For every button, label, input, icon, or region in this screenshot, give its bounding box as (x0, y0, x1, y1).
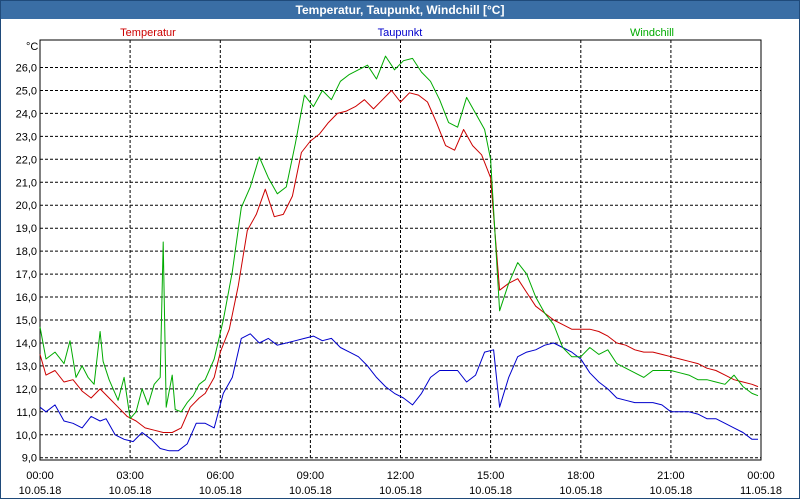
y-tick-label: 16,0 (16, 292, 37, 304)
y-tick-label: 26,0 (16, 63, 37, 75)
grid-lines (40, 40, 761, 460)
x-tick-time: 00:00 (26, 470, 54, 482)
y-tick-label: 12,0 (16, 384, 37, 396)
x-tick-time: 12:00 (387, 470, 415, 482)
y-tick-label: 22,0 (16, 154, 37, 166)
y-axis: 9,0 10,0 11,0 12,0 13,0 14,0 15,0 16,0 17,0 18,0 1… (16, 63, 37, 465)
y-tick-label: 18,0 (16, 246, 37, 258)
x-tick-time: 06:00 (207, 470, 235, 482)
legend-temperatur: Temperatur (120, 27, 176, 39)
x-tick-time: 00:00 (747, 470, 775, 482)
x-tick-date: 10.05.18 (19, 485, 62, 497)
y-tick-label: 23,0 (16, 131, 37, 143)
y-tick-label: 25,0 (16, 86, 37, 98)
y-tick-label: 17,0 (16, 269, 37, 281)
x-tick-date: 10.05.18 (649, 485, 692, 497)
x-axis: 00:00 10.05.18 03:00 10.05.18 06:00 10.05.18 0… (19, 470, 782, 497)
series-line-temperatur (39, 90, 759, 433)
y-tick-label: 13,0 (16, 361, 37, 373)
x-tick-date: 10.05.18 (109, 485, 152, 497)
legend: Temperatur Taupunkt Windchill (120, 27, 674, 39)
series-line-taupunkt (39, 333, 758, 452)
x-tick-date: 10.05.18 (469, 485, 512, 497)
x-tick-date: 10.05.18 (289, 485, 332, 497)
legend-taupunkt: Taupunkt (378, 27, 423, 39)
legend-windchill: Windchill (630, 27, 674, 39)
x-tick-date: 10.05.18 (199, 485, 242, 497)
x-tick-time: 18:00 (567, 470, 595, 482)
x-tick-time: 03:00 (116, 470, 144, 482)
y-axis-unit-label: °C (26, 41, 38, 53)
y-tick-label: 19,0 (16, 223, 37, 235)
y-tick-label: 9,0 (22, 453, 37, 465)
x-tick-time: 09:00 (297, 470, 325, 482)
y-tick-label: 11,0 (16, 407, 37, 419)
series-line-windchill (39, 55, 759, 420)
y-tick-label: 14,0 (16, 338, 37, 350)
x-tick-date: 10.05.18 (379, 485, 422, 497)
x-tick-time: 15:00 (477, 470, 505, 482)
x-tick-date: 10.05.18 (559, 485, 602, 497)
y-tick-label: 24,0 (16, 108, 37, 120)
chart-title: Temperatur, Taupunkt, Windchill [°C] (295, 3, 505, 17)
y-tick-label: 10,0 (16, 430, 37, 442)
x-tick-time: 21:00 (657, 470, 685, 482)
plot-area (39, 39, 762, 461)
y-tick-label: 21,0 (16, 177, 37, 189)
series-lines (39, 55, 759, 452)
chart-title-bar: Temperatur, Taupunkt, Windchill [°C] (0, 0, 800, 19)
y-tick-label: 15,0 (16, 315, 37, 327)
x-tick-date: 11.05.18 (740, 485, 782, 497)
y-tick-label: 20,0 (16, 200, 37, 212)
